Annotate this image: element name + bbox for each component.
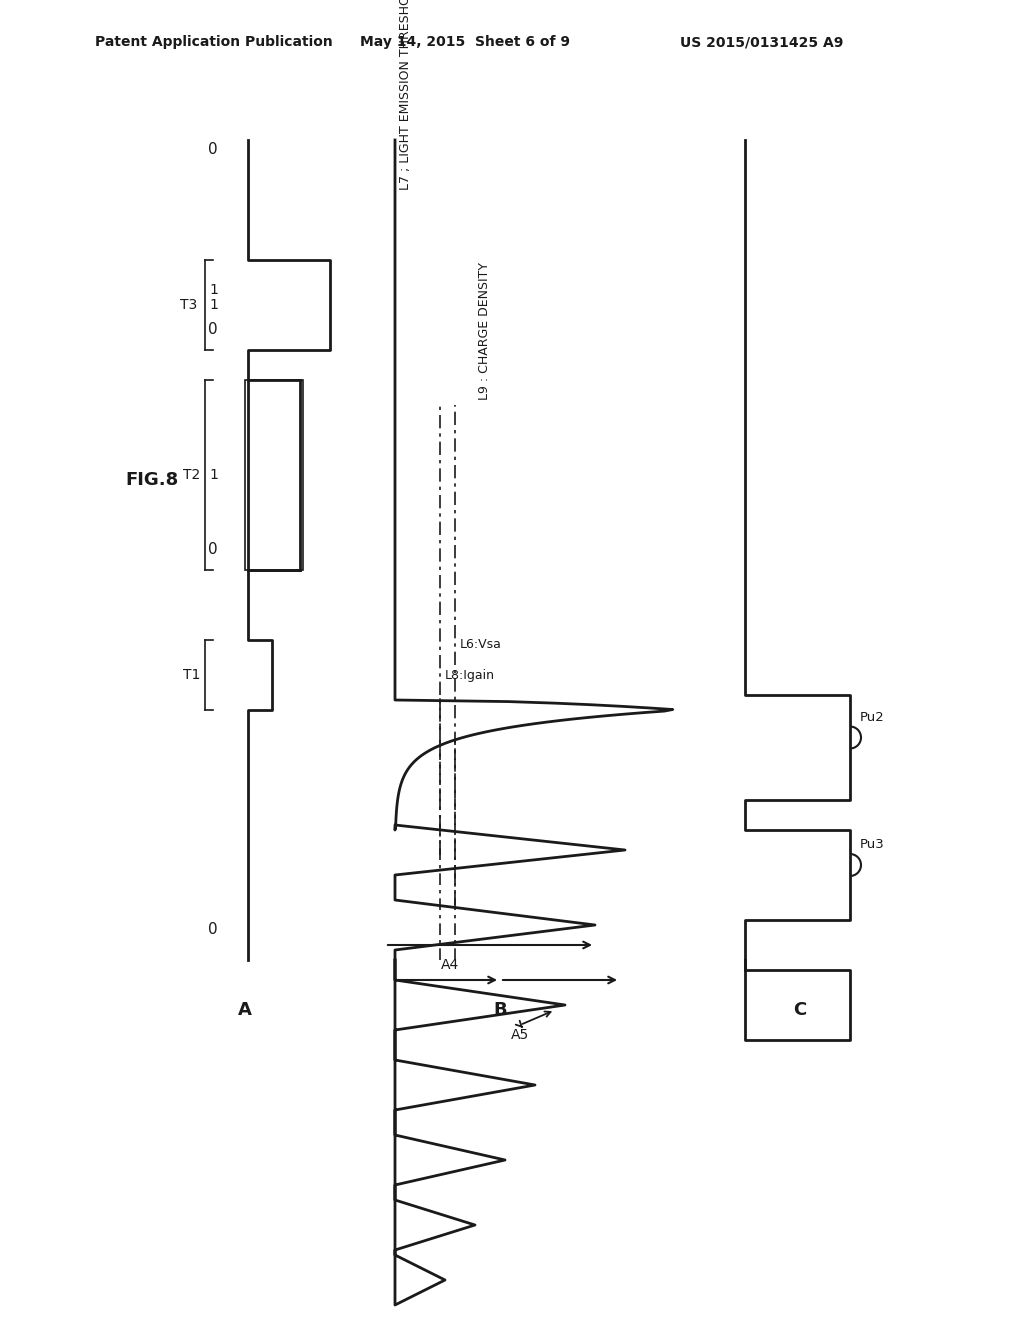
Text: 1: 1 [209, 298, 218, 312]
Text: A4: A4 [441, 958, 459, 972]
Text: May 14, 2015  Sheet 6 of 9: May 14, 2015 Sheet 6 of 9 [360, 36, 570, 49]
Text: Patent Application Publication: Patent Application Publication [95, 36, 333, 49]
Text: A5: A5 [511, 1028, 529, 1041]
Text: 1: 1 [209, 282, 218, 297]
Bar [245, 380, 303, 570]
Text: B: B [494, 1001, 507, 1019]
Text: C: C [794, 1001, 807, 1019]
Text: T1: T1 [182, 668, 200, 682]
Text: L7 ; LIGHT EMISSION THRESHOLD VALUE: L7 ; LIGHT EMISSION THRESHOLD VALUE [398, 0, 412, 190]
Text: T3: T3 [180, 298, 197, 312]
Text: 0: 0 [208, 543, 218, 557]
Text: T2: T2 [182, 469, 200, 482]
Text: L9 : CHARGE DENSITY: L9 : CHARGE DENSITY [478, 261, 492, 400]
Text: US 2015/0131425 A9: US 2015/0131425 A9 [680, 36, 844, 49]
Text: L6:Vsa: L6:Vsa [460, 639, 502, 652]
Text: 1: 1 [209, 469, 218, 482]
Text: Pu2: Pu2 [860, 711, 885, 723]
Text: 0: 0 [208, 322, 218, 338]
Text: 0: 0 [208, 143, 218, 157]
Text: A: A [238, 1001, 252, 1019]
Text: Pu3: Pu3 [860, 838, 885, 851]
Text: L8:Igain: L8:Igain [445, 668, 495, 681]
Text: FIG.8: FIG.8 [125, 471, 178, 488]
Text: 0: 0 [208, 923, 218, 937]
